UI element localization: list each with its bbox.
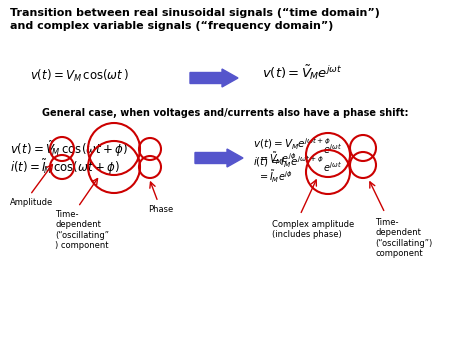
- Text: Phase: Phase: [148, 205, 173, 214]
- Text: $\mathbf{\it{v}}(t) = V_M e^{j\omega t+\phi}$: $\mathbf{\it{v}}(t) = V_M e^{j\omega t+\…: [253, 137, 331, 152]
- FancyArrow shape: [190, 69, 238, 87]
- Text: $= \tilde{I}_{\!M} e^{j\phi}$: $= \tilde{I}_{\!M} e^{j\phi}$: [258, 168, 292, 185]
- Text: General case, when voltages and/currents also have a phase shift:: General case, when voltages and/currents…: [42, 108, 408, 118]
- Text: $\mathbf{\it{v}}(t) = \tilde{V}_{\!M} e^{j\omega t}$: $\mathbf{\it{v}}(t) = \tilde{V}_{\!M} e^…: [262, 63, 342, 81]
- Text: $i(t) = \tilde{I}_{\!M}\,\cos(\omega t + \phi)$: $i(t) = \tilde{I}_{\!M}\,\cos(\omega t +…: [10, 158, 120, 177]
- Text: Time-
dependent
(“oscillating”)
component: Time- dependent (“oscillating”) componen…: [375, 218, 432, 258]
- Text: Time-
dependent
(“oscillating”
) component: Time- dependent (“oscillating” ) compone…: [55, 210, 109, 250]
- Text: $\mathbf{\it{i}}(t) = I_M e^{j\omega t+\phi}$: $\mathbf{\it{i}}(t) = I_M e^{j\omega t+\…: [253, 155, 324, 170]
- Text: $e^{j\omega t}$: $e^{j\omega t}$: [323, 142, 342, 156]
- Text: Transition between real sinusoidal signals (“time domain”): Transition between real sinusoidal signa…: [10, 8, 380, 18]
- Text: $v(t) = V_M\,\cos(\omega t\,)$: $v(t) = V_M\,\cos(\omega t\,)$: [30, 68, 129, 84]
- FancyArrow shape: [195, 149, 243, 167]
- Text: Amplitude: Amplitude: [10, 198, 53, 207]
- Text: $v(t) = \tilde{V}_{\!M}\,\cos(\omega t + \phi)$: $v(t) = \tilde{V}_{\!M}\,\cos(\omega t +…: [10, 140, 128, 159]
- Text: $= \tilde{V}_{\!M} e^{j\phi}$: $= \tilde{V}_{\!M} e^{j\phi}$: [258, 150, 297, 167]
- Text: and complex variable signals (“frequency domain”): and complex variable signals (“frequency…: [10, 21, 333, 31]
- Text: Complex amplitude
(includes phase): Complex amplitude (includes phase): [272, 220, 354, 239]
- Text: $e^{j\omega t}$: $e^{j\omega t}$: [323, 160, 342, 174]
